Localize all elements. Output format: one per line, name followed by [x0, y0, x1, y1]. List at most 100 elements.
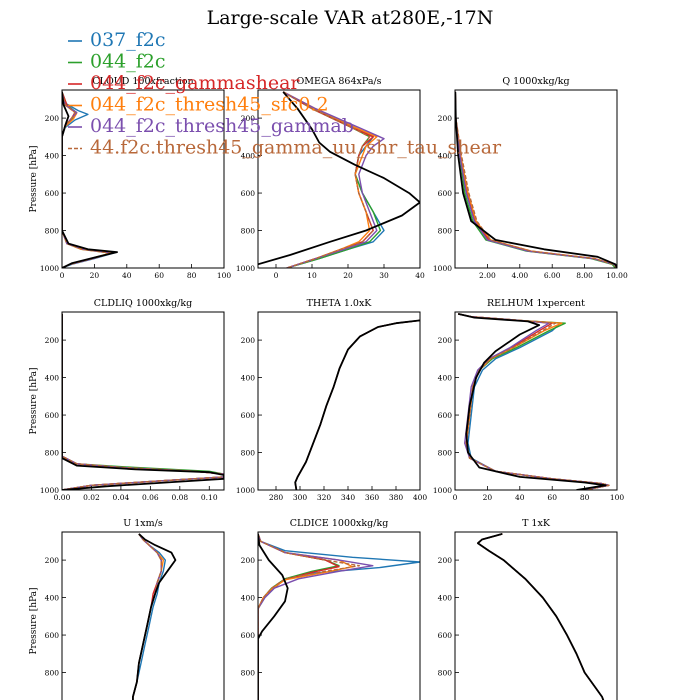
panel-4: CLDLIQ 1000xkg/kg 0.00 0.02 0.04 0.06 0.08 0.1… — [29, 298, 225, 502]
legend-label: 037_f2c — [90, 29, 166, 51]
x-tick-label: 100 — [217, 271, 232, 280]
panel-frame — [454, 311, 618, 491]
y-tick-label: 1000 — [433, 486, 452, 495]
x-tick-label: 300 — [293, 493, 308, 502]
series-group — [455, 91, 617, 268]
series-line-black — [294, 319, 420, 490]
panel-title: Q 1000xkg/kg — [502, 76, 569, 87]
series-line-2 — [294, 319, 420, 490]
x-tick-label: 380 — [389, 493, 404, 502]
y-axis-label: Pressure [hPa] — [29, 145, 39, 212]
panel-frame — [257, 89, 421, 269]
panel-title: RELHUM 1xpercent — [487, 298, 585, 309]
series-line-5 — [282, 91, 374, 268]
x-tick-label: 30 — [379, 271, 389, 280]
x-tick-label: 4.00 — [511, 271, 528, 280]
y-tick-label: 200 — [45, 556, 60, 565]
legend: 037_f2c044_f2c044_f2c_gammashear044_f2c_… — [68, 29, 502, 159]
y-tick-label: 400 — [241, 374, 256, 383]
panel-title: CLDLIQ 1000xkg/kg — [94, 298, 192, 309]
x-tick-label: 20 — [90, 271, 100, 280]
x-tick-label: 100 — [610, 493, 625, 502]
y-axis-label: Pressure [hPa] — [29, 587, 39, 654]
x-tick-label: 20 — [343, 271, 353, 280]
y-tick-label: 1000 — [236, 486, 255, 495]
series-group — [476, 533, 605, 700]
panel-frame — [257, 311, 421, 491]
y-tick-label: 800 — [45, 669, 60, 678]
panel-9: T 1xK18020022024026028030020040060080010… — [438, 518, 618, 700]
series-line-1 — [294, 319, 420, 490]
x-tick-label: 60 — [547, 493, 557, 502]
x-tick-label: 20 — [483, 493, 493, 502]
series-line-5 — [455, 91, 617, 268]
series-line-3 — [294, 319, 420, 490]
x-tick-label: 0.02 — [83, 493, 100, 502]
x-tick-label: 0.04 — [113, 493, 130, 502]
x-tick-label: 40 — [122, 271, 132, 280]
y-tick-label: 800 — [438, 449, 453, 458]
series-line-2 — [62, 313, 224, 490]
panel-3: Q 1000xkg/kg 2.00 4.00 6.00 8.00 10.00 200 400 6… — [433, 76, 628, 280]
y-tick-label: 1000 — [40, 264, 59, 273]
y-tick-label: 400 — [45, 374, 60, 383]
y-tick-label: 200 — [241, 114, 256, 123]
x-tick-label: 0 — [274, 271, 279, 280]
y-tick-label: 600 — [241, 411, 256, 420]
figure-title: Large-scale VAR at280E,-17N — [207, 7, 494, 29]
y-tick-label: 200 — [438, 114, 453, 123]
legend-label: 44.f2c.thresh45_gamma_uu_shr_tau_shear — [90, 137, 502, 159]
y-tick-label: 400 — [45, 152, 60, 161]
y-tick-label: 400 — [438, 594, 453, 603]
panel-title: U 1xm/s — [123, 518, 163, 529]
y-tick-label: 600 — [241, 631, 256, 640]
series-line-2 — [455, 91, 617, 268]
y-tick-label: 600 — [45, 411, 60, 420]
x-tick-label: 360 — [365, 493, 380, 502]
panel-1: CLOUD 100xfraction 0 20 40 60 80 100 200 400 600 8… — [29, 76, 231, 280]
series-line-0 — [294, 319, 420, 490]
x-tick-label: 0.00 — [54, 493, 71, 502]
panel-title: OMEGA 864xPa/s — [296, 76, 381, 87]
series-line-black — [258, 533, 289, 700]
panel-title: T 1xK — [522, 518, 551, 529]
x-tick-label: 280 — [269, 493, 284, 502]
x-tick-label: 10.00 — [606, 271, 628, 280]
series-line-1 — [455, 91, 616, 268]
y-tick-label: 800 — [45, 449, 60, 458]
y-tick-label: 200 — [45, 336, 60, 345]
series-line-black — [62, 313, 224, 490]
panel-7: U 1xm/s-40-20020402004006008001000Pressu… — [29, 518, 225, 700]
y-tick-label: 600 — [438, 411, 453, 420]
x-tick-label: 10 — [307, 271, 317, 280]
x-tick-label: 8.00 — [576, 271, 593, 280]
legend-label: 044_f2c_thresh45_gammab — [90, 115, 354, 137]
legend-entry: 044_f2c_thresh45_sfc0.2 — [68, 94, 329, 116]
series-line-3 — [455, 91, 617, 268]
x-tick-label: 80 — [187, 271, 197, 280]
y-tick-label: 200 — [438, 556, 453, 565]
y-tick-label: 800 — [241, 227, 256, 236]
x-tick-label: 40 — [515, 493, 525, 502]
legend-label: 044_f2c_thresh45_sfc0.2 — [90, 94, 329, 116]
y-tick-label: 200 — [241, 336, 256, 345]
panel-2: OMEGA 864xPa/s 0 10 20 30 40 200 400 600 800 1000 — [236, 76, 425, 280]
legend-entry: 44.f2c.thresh45_gamma_uu_shr_tau_shear — [68, 137, 502, 159]
legend-entry: 044_f2c — [68, 51, 166, 73]
series-line-3 — [258, 533, 354, 700]
x-tick-label: 0.10 — [201, 493, 218, 502]
series-group — [62, 313, 224, 490]
series-line-black — [455, 91, 617, 268]
series-line-5 — [62, 313, 224, 490]
y-tick-label: 400 — [45, 594, 60, 603]
panel-8: CLDICE 1000xkg/kg0.00000.00020.00040.000… — [241, 518, 421, 700]
panel-frame — [257, 531, 421, 700]
panel-frame — [454, 531, 618, 700]
y-tick-label: 200 — [438, 336, 453, 345]
y-tick-label: 1000 — [433, 264, 452, 273]
legend-entry: 044_f2c_thresh45_gammab — [68, 115, 354, 137]
x-tick-label: 0 — [453, 493, 458, 502]
x-tick-label: 60 — [154, 271, 164, 280]
